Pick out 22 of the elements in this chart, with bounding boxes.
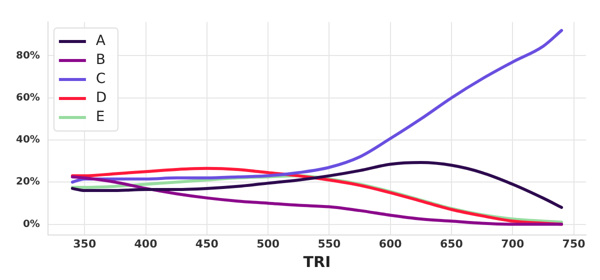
- x-tick-label: 600: [378, 237, 402, 250]
- legend-label: B: [96, 52, 106, 68]
- y-tick-label: 80%: [16, 50, 40, 62]
- x-tick-label: 750: [562, 237, 586, 250]
- x-tick-label: 550: [318, 237, 342, 250]
- legend-label: C: [96, 71, 106, 88]
- x-tick-label: 500: [256, 237, 280, 250]
- legend-label: E: [96, 109, 105, 126]
- x-tick-label: 400: [134, 237, 158, 250]
- x-tick-label: 350: [73, 237, 96, 250]
- y-tick-label: 0%: [22, 218, 40, 230]
- legend-label: D: [96, 90, 107, 106]
- x-tick-label: 650: [440, 237, 464, 250]
- line-series: [70, 161, 564, 209]
- x-tick-label: 700: [501, 237, 524, 250]
- legend-label: A: [96, 33, 106, 50]
- line-series: [70, 28, 564, 184]
- x-tick-label: 450: [195, 237, 219, 250]
- x-axis-title: TRI: [303, 252, 331, 271]
- y-tick-label: 60%: [16, 92, 40, 104]
- y-tick-label: 20%: [16, 176, 40, 188]
- y-tick-label: 40%: [16, 134, 40, 146]
